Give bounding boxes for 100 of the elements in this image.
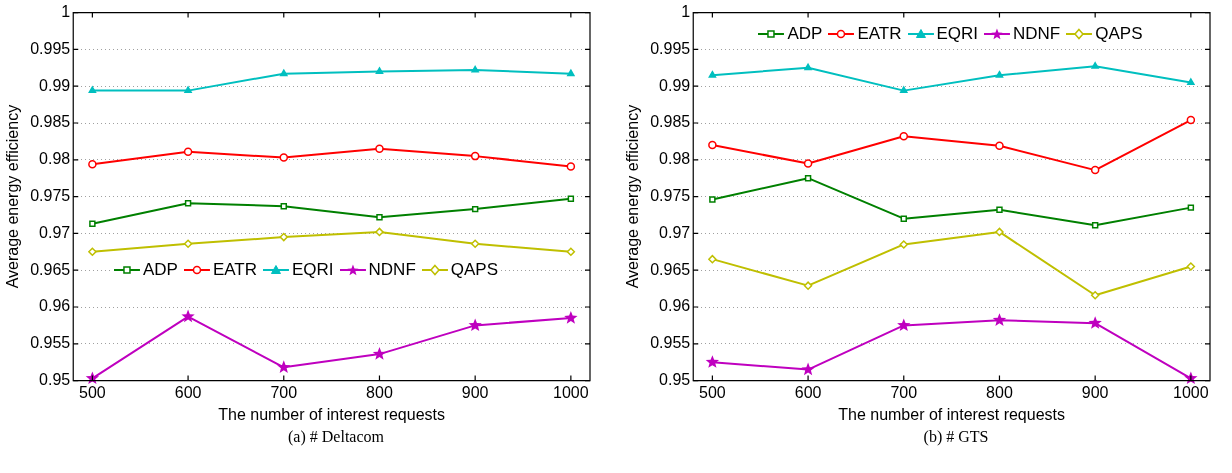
point (995, 141, 1004, 151)
point (567, 69, 575, 77)
point (184, 86, 192, 94)
x-tick-label: 800 (366, 383, 393, 401)
point (1090, 165, 1100, 175)
y-tick-label: 0.99 (39, 76, 71, 94)
point (88, 247, 97, 257)
y-tick-label: 0.965 (650, 260, 691, 278)
point (564, 311, 578, 324)
point (89, 220, 96, 228)
point (708, 140, 717, 150)
x-tick-label: 800 (986, 383, 1013, 401)
x-axis-title: The number of interest requests (218, 405, 446, 423)
point (1186, 115, 1196, 125)
point (470, 151, 480, 161)
point (279, 69, 288, 77)
y-tick-label: 0.985 (650, 113, 691, 131)
point (279, 153, 289, 162)
point (567, 195, 575, 203)
x-tick-label: 700 (890, 383, 918, 401)
y-tick-label: 0.95 (39, 371, 71, 389)
point (1187, 204, 1195, 211)
y-tick-label: 0.98 (659, 150, 691, 168)
point (183, 147, 193, 156)
legend-label: EATR (212, 259, 258, 280)
x-tick-label: 600 (794, 383, 822, 401)
point (1186, 262, 1196, 271)
point (181, 309, 195, 323)
point (899, 132, 909, 141)
point (899, 86, 908, 94)
point (803, 281, 813, 290)
point (376, 213, 383, 221)
legend-label: EATR (857, 24, 902, 44)
y-axis-title: Average energy efficiency (4, 104, 22, 289)
x-tick-label: 1000 (553, 383, 589, 401)
legend-label: QAPS (1095, 24, 1143, 44)
point (1187, 78, 1195, 86)
point (803, 159, 813, 168)
y-tick-label: 0.995 (30, 39, 71, 57)
y-tick-label: 0.96 (659, 297, 691, 315)
point (88, 159, 97, 169)
x-tick-label: 500 (79, 383, 106, 401)
point (1091, 62, 1099, 69)
y-axis-title: Average energy efficiency (624, 104, 642, 289)
point (1090, 290, 1100, 300)
point (372, 347, 387, 360)
point (280, 202, 287, 210)
point (801, 362, 815, 376)
point (468, 318, 482, 332)
text: (b) # GTS (922, 428, 990, 446)
point (900, 215, 907, 222)
legend-label: ADP (142, 259, 178, 280)
x-tick-label: 700 (270, 383, 298, 401)
x-axis-title: The number of interest requests (838, 405, 1066, 423)
point (277, 360, 291, 374)
point (708, 70, 717, 78)
y-tick-label: 0.995 (650, 39, 691, 57)
x-tick-label: 900 (1081, 383, 1109, 401)
point (709, 196, 716, 203)
y-tick-label: 0.975 (30, 187, 71, 205)
point (470, 239, 480, 248)
point (992, 313, 1007, 326)
point (995, 70, 1004, 78)
text: (a) # Deltacom (287, 428, 385, 446)
legend-label: NDNF (368, 259, 416, 280)
y-tick-label: 0.955 (30, 334, 71, 352)
x-tick-label: 1000 (1173, 383, 1209, 401)
legend-label: ADP (787, 24, 823, 44)
point (566, 247, 576, 257)
y-tick-label: 0.955 (650, 334, 691, 352)
point (1088, 316, 1102, 329)
point (183, 239, 193, 248)
y-tick-label: 0.96 (39, 297, 71, 315)
y-tick-label: 0.98 (39, 150, 71, 168)
point (996, 206, 1003, 214)
point (804, 174, 812, 182)
point (897, 318, 911, 332)
legend-label: QAPS (450, 259, 499, 280)
x-tick-label: 600 (174, 383, 202, 401)
point (375, 144, 384, 154)
x-tick-label: 900 (461, 383, 489, 401)
y-tick-label: 0.95 (659, 371, 691, 389)
legend-label: EQRI (936, 24, 979, 44)
legend-label: NDNF (1013, 24, 1061, 44)
y-tick-label: 0.965 (30, 260, 71, 278)
point (375, 67, 384, 74)
y-tick-label: 0.985 (30, 113, 71, 131)
point (995, 227, 1004, 237)
point (899, 240, 909, 249)
point (88, 86, 97, 94)
point (705, 355, 720, 368)
point (471, 65, 479, 73)
y-tick-label: 1 (681, 3, 691, 21)
point (804, 63, 812, 71)
y-tick-label: 1 (61, 3, 71, 21)
point (279, 232, 289, 242)
legend-label: EQRI (292, 259, 334, 280)
y-tick-label: 0.975 (650, 187, 691, 205)
point (708, 254, 717, 264)
point (184, 200, 192, 207)
